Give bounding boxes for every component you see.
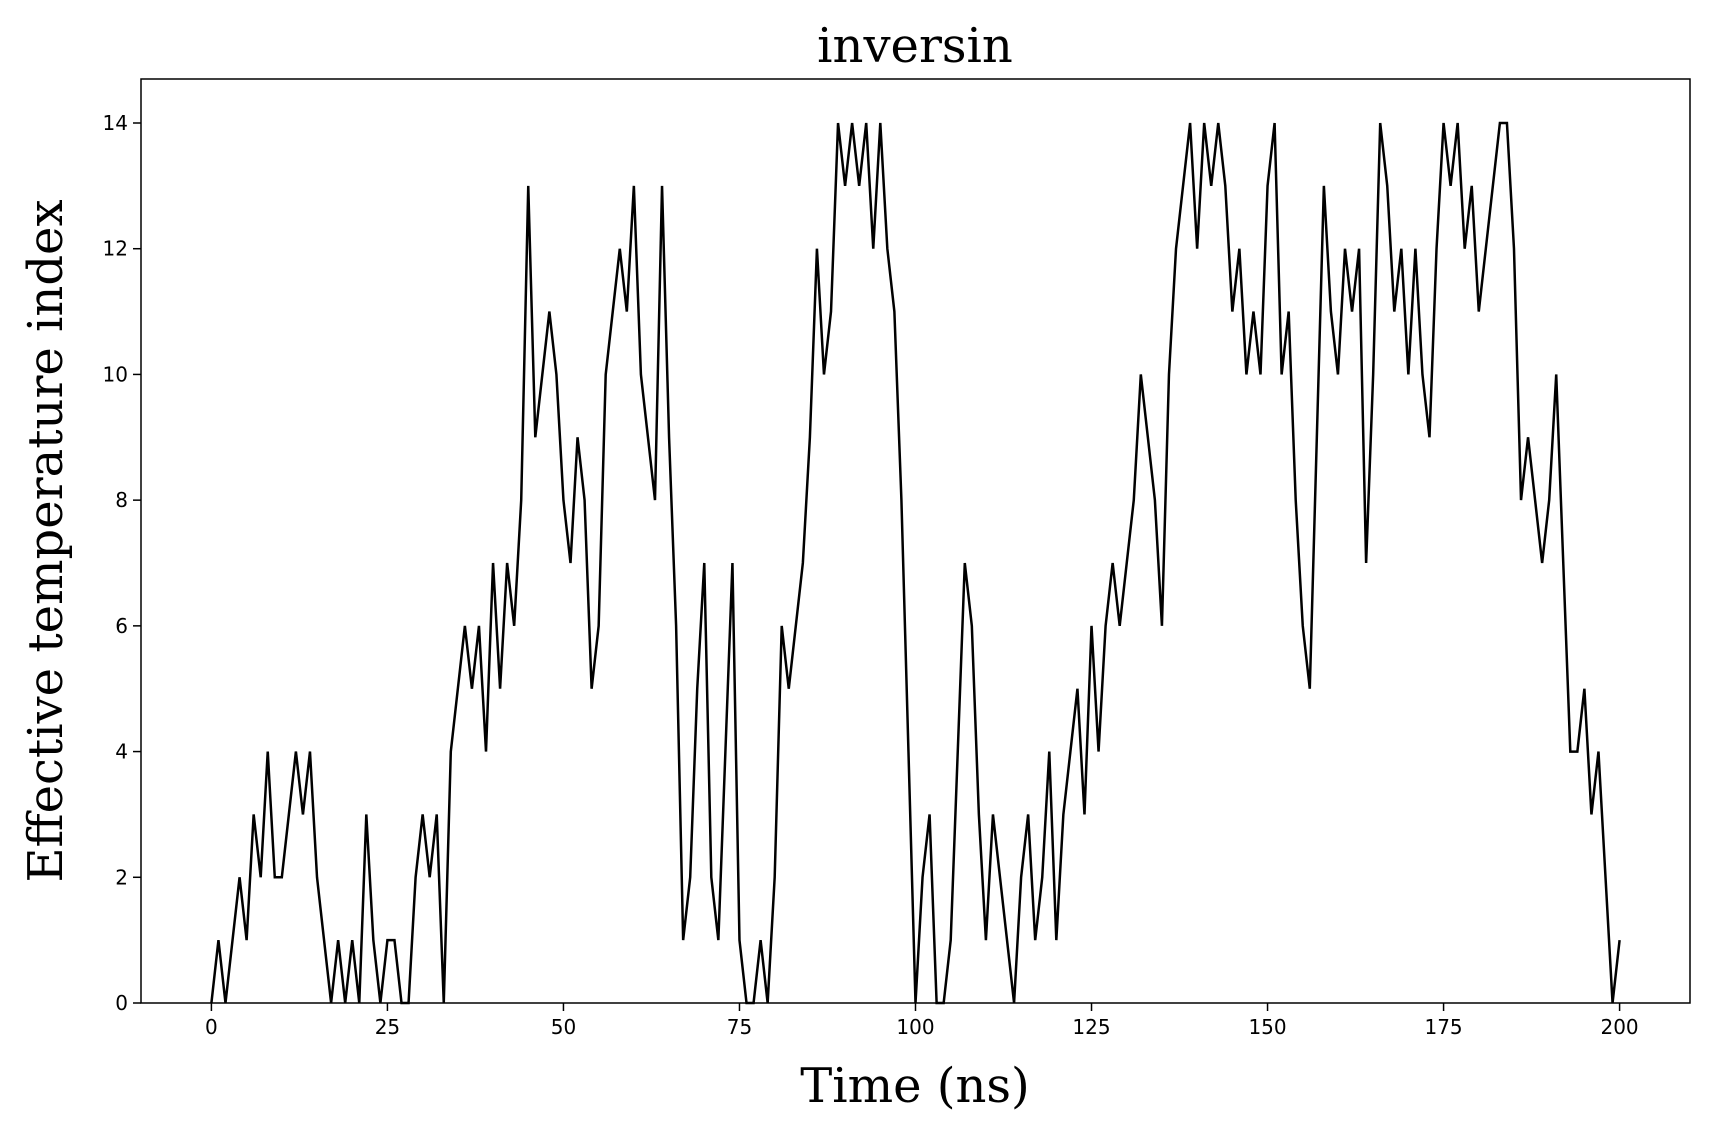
plot-frame <box>140 78 1691 1004</box>
x-tick-label: 75 <box>727 1015 752 1039</box>
x-tick-label: 0 <box>205 1015 218 1039</box>
chart-title: inversin <box>817 18 1013 74</box>
x-tick-label: 200 <box>1600 1015 1638 1039</box>
y-axis-label: Effective temperature index <box>18 199 74 882</box>
x-tick-label: 25 <box>375 1015 400 1039</box>
y-tick-label: 10 <box>103 362 128 386</box>
y-tick-label: 2 <box>115 865 128 889</box>
x-tick-label: 150 <box>1248 1015 1286 1039</box>
x-tick-label: 100 <box>896 1015 934 1039</box>
y-tick-label: 8 <box>115 488 128 512</box>
y-tick-label: 6 <box>115 614 128 638</box>
y-tick-label: 12 <box>103 237 128 261</box>
y-tick-label: 4 <box>115 740 128 764</box>
x-axis-label: Time (ns) <box>800 1058 1030 1114</box>
y-tick-label: 14 <box>103 111 128 135</box>
x-tick-label: 50 <box>551 1015 576 1039</box>
x-tick-label: 125 <box>1072 1015 1110 1039</box>
y-tick-label: 0 <box>115 991 128 1015</box>
x-tick-label: 175 <box>1424 1015 1462 1039</box>
